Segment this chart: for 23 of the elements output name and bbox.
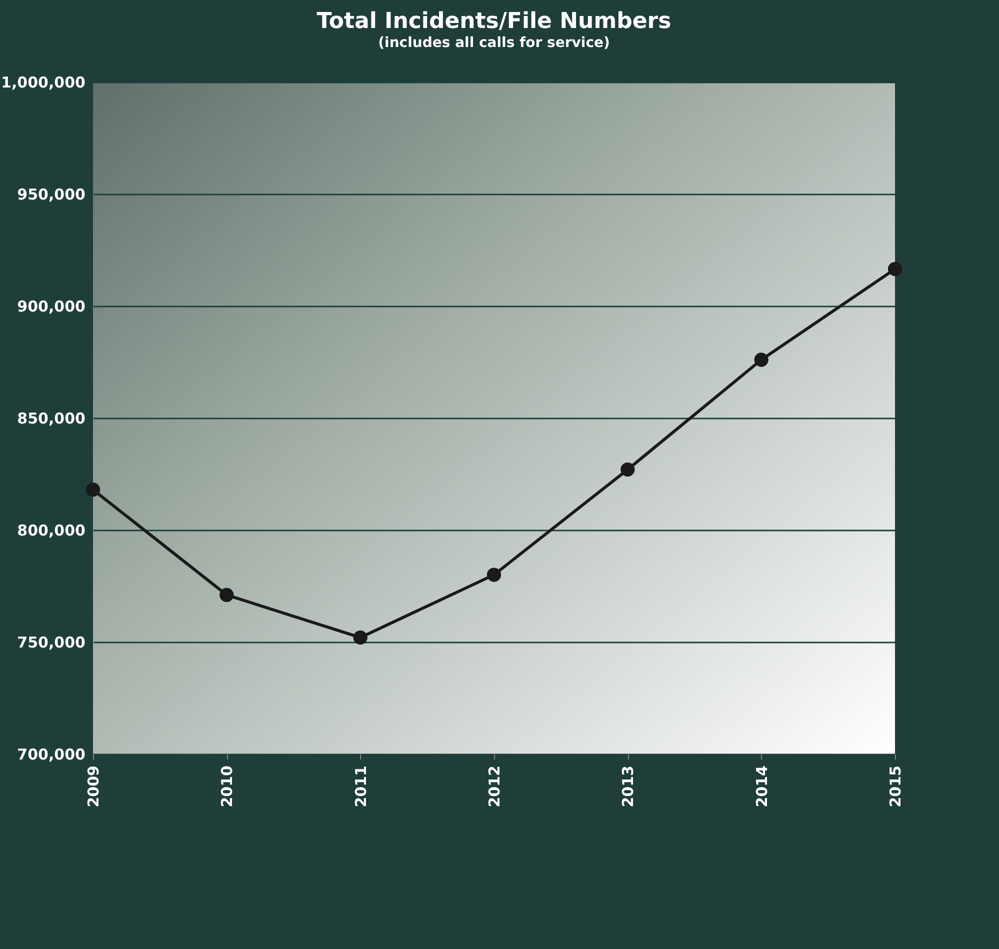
point: [220, 588, 234, 602]
point: [353, 630, 368, 645]
chart-title: Total Incidents/File Numbers: [316, 9, 672, 34]
point: [486, 568, 502, 582]
chart-subtitle: (includes all calls for service): [378, 35, 610, 51]
point: [620, 462, 635, 477]
x-tick-label: 2015: [886, 766, 904, 808]
x-tick-label: 2013: [619, 766, 638, 808]
y-tick-label: 800,000: [17, 522, 86, 540]
x-tick-label: 2014: [752, 766, 771, 808]
x-tick-label: 2010: [218, 766, 236, 808]
y-tick-label: 750,000: [17, 634, 86, 652]
y-tick-label: 850,000: [17, 410, 86, 428]
point: [888, 262, 902, 276]
point: [86, 482, 100, 497]
point: [754, 352, 768, 367]
y-tick-label: 950,000: [17, 186, 86, 204]
x-tick-label: 2011: [352, 766, 370, 808]
y-tick-label: 900,000: [17, 298, 86, 316]
y-tick-label: 700,000: [17, 746, 86, 764]
x-tick-label: 2009: [84, 766, 102, 808]
x-tick-label: 2012: [486, 766, 504, 808]
y-tick-label: 1,000,000: [1, 74, 86, 92]
